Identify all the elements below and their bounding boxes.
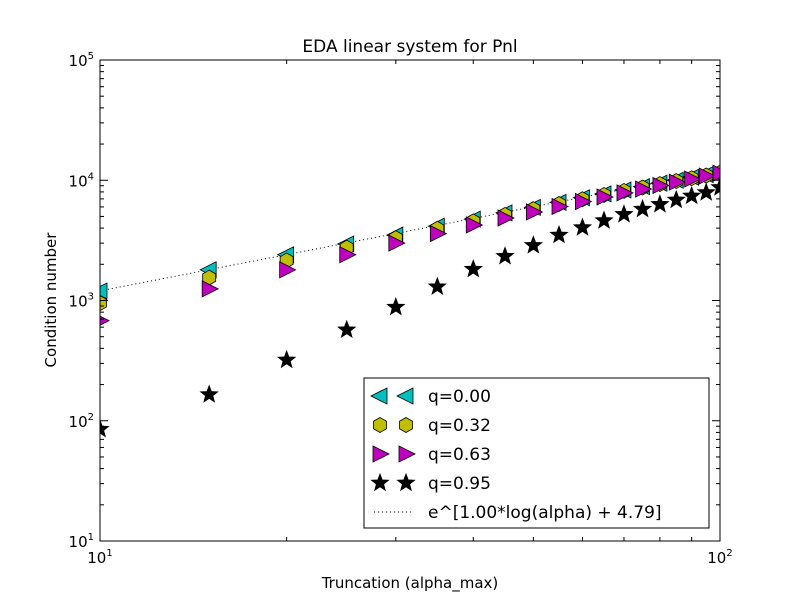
- y-tick-label: 101: [69, 532, 94, 551]
- data-point-series-0: [100, 282, 108, 300]
- chart-title: EDA linear system for Pnl: [302, 37, 517, 57]
- data-point-series-3: [495, 246, 515, 265]
- legend-marker: [396, 387, 414, 405]
- data-point-series-3: [427, 276, 447, 295]
- markers-group: [100, 164, 720, 438]
- data-point-series-2: [712, 164, 720, 182]
- data-point-series-2: [596, 188, 614, 206]
- data-point-series-2: [429, 224, 448, 243]
- x-axis-label: Truncation (alpha_max): [321, 574, 499, 593]
- legend-box: [363, 377, 710, 529]
- data-point-series-2: [698, 167, 717, 185]
- data-point-series-2: [201, 280, 220, 298]
- data-point-series-3: [523, 235, 543, 254]
- data-point-series-3: [337, 319, 357, 339]
- data-point-series-3: [572, 217, 593, 236]
- data-point-series-3: [594, 210, 614, 229]
- data-point-series-2: [465, 216, 484, 234]
- x-tick-label: 101: [87, 548, 112, 567]
- data-point-series-3: [277, 349, 297, 369]
- data-point-series-2: [684, 170, 702, 188]
- data-point-series-2: [100, 315, 110, 326]
- y-tick-label: 105: [69, 51, 94, 70]
- y-axis-label: Condition number: [42, 232, 60, 368]
- legend-marker: [396, 472, 416, 492]
- y-tick-label: 104: [69, 171, 94, 190]
- data-point-series-2: [551, 197, 569, 216]
- data-point-series-3: [549, 224, 569, 244]
- data-point-series-2: [668, 173, 687, 191]
- data-point-series-3: [666, 189, 686, 209]
- legend-label: q=0.32: [428, 416, 491, 436]
- legend-label: q=0.00: [428, 387, 491, 407]
- data-point-series-2: [279, 261, 297, 279]
- data-point-series-2: [388, 234, 406, 252]
- data-point-series-3: [199, 384, 219, 403]
- data-point-series-2: [575, 192, 593, 211]
- legend-marker: [372, 445, 390, 463]
- y-tick-label: 103: [69, 292, 94, 311]
- legend-label: e^[1.00*log(alpha) + 4.79]: [428, 503, 662, 523]
- data-point-series-2: [339, 246, 357, 264]
- data-point-series-2: [616, 184, 634, 202]
- legend-marker: [399, 417, 413, 433]
- data-point-series-1: [100, 295, 107, 312]
- plot-area: 101 102 101 102 103 104 105: [69, 51, 733, 567]
- legend-label: q=0.63: [428, 445, 491, 465]
- legend-marker: [398, 445, 416, 463]
- data-point-series-3: [696, 182, 716, 201]
- data-point-series-2: [652, 176, 670, 195]
- data-point-series-2: [635, 180, 653, 198]
- data-point-series-3: [386, 297, 406, 316]
- data-point-series-2: [497, 209, 515, 227]
- x-tick-label: 102: [707, 548, 732, 567]
- data-point-series-2: [525, 203, 544, 221]
- legend: q=0.00 q=0.32 q=0.63 q=0.95 e^[1.00*log(alph…: [363, 377, 710, 529]
- data-point-series-3: [463, 259, 483, 278]
- legend-marker: [373, 417, 387, 433]
- data-point-series-3: [710, 177, 720, 196]
- legend-label: q=0.95: [428, 474, 491, 494]
- legend-marker: [370, 387, 388, 405]
- data-point-series-3: [681, 185, 702, 205]
- y-tick-label: 102: [69, 412, 94, 431]
- data-point-series-3: [632, 199, 653, 218]
- data-point-series-3: [614, 204, 634, 223]
- legend-marker: [370, 472, 390, 492]
- data-point-series-3: [650, 194, 670, 213]
